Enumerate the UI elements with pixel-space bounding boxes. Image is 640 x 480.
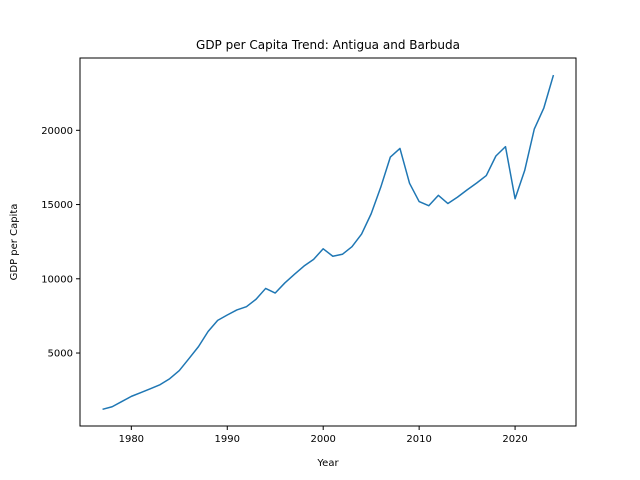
- series-line: [102, 74, 555, 411]
- x-axis-ticks: 1980 1990 2000 2010 2020: [119, 426, 528, 445]
- y-tick-label: 5000: [48, 349, 73, 360]
- x-axis-label: Year: [316, 458, 339, 469]
- x-tick-label: 2000: [310, 434, 335, 445]
- y-axis-label: GDP per Capita: [9, 204, 20, 281]
- series-layer: [102, 74, 555, 411]
- y-tick-label: 15000: [41, 200, 73, 211]
- x-tick-label: 2020: [502, 434, 527, 445]
- x-tick-label: 1990: [215, 434, 240, 445]
- y-axis-ticks: 5000 10000 15000 20000: [41, 126, 80, 360]
- plot-frame: [79, 57, 577, 427]
- chart-title: GDP per Capita Trend: Antigua and Barbud…: [196, 38, 460, 52]
- x-tick-label: 2010: [406, 434, 431, 445]
- y-tick-label: 20000: [41, 126, 73, 137]
- y-tick-label: 10000: [41, 274, 73, 285]
- x-tick-label: 1980: [119, 434, 144, 445]
